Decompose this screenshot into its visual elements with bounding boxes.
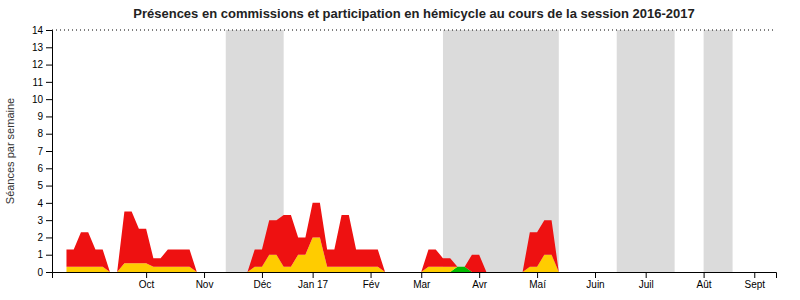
x-tick: Mar [413, 272, 431, 290]
y-tick-mark [46, 220, 52, 221]
y-tick: 13 [32, 42, 52, 53]
x-tick-label: Fév [363, 279, 380, 290]
x-tick-label: Jan 17 [298, 279, 328, 290]
plot-area [66, 30, 754, 272]
x-tick-mark [646, 272, 647, 278]
y-tick: 4 [37, 198, 52, 209]
y-tick-mark [46, 151, 52, 152]
x-tick-mark [313, 272, 314, 278]
x-axis-line [53, 273, 777, 279]
x-tick-label: Aût [697, 279, 712, 290]
y-tick-mark [46, 168, 52, 169]
y-tick-label: 2 [37, 232, 43, 243]
y-tick-mark [46, 272, 52, 273]
x-tick-label: Maí [529, 279, 546, 290]
x-tick: Sept [744, 272, 765, 290]
y-tick: 5 [37, 180, 52, 191]
x-tick-label: Avr [472, 279, 487, 290]
y-tick-label: 10 [32, 94, 44, 105]
y-tick-label: 3 [37, 215, 43, 226]
x-tick-mark [479, 272, 480, 278]
y-tick-label: 4 [37, 198, 43, 209]
y-tick: 11 [33, 77, 52, 88]
x-tick: Jan 17 [298, 272, 328, 290]
x-tick-label: Juil [639, 279, 654, 290]
x-tick-mark [704, 272, 705, 278]
y-tick-mark [46, 203, 52, 204]
y-tick: 2 [37, 232, 52, 243]
y-tick: 8 [37, 128, 52, 139]
x-tick: Aût [697, 272, 712, 290]
x-tick: Fév [363, 272, 380, 290]
x-tick-mark [595, 272, 596, 278]
y-tick-mark [46, 47, 52, 48]
x-tick: Juin [586, 272, 604, 290]
y-tick-label: 0 [37, 267, 43, 278]
y-tick-label: 6 [37, 163, 43, 174]
y-tick: 7 [37, 146, 52, 157]
x-tick-mark [537, 272, 538, 278]
shaded-band [617, 30, 675, 272]
y-tick-mark [46, 116, 52, 117]
y-tick-label: 5 [37, 180, 43, 191]
chart-title: Présences en commissions et participatio… [133, 6, 694, 21]
y-tick-label: 13 [32, 42, 44, 53]
y-tick-label: 8 [37, 128, 43, 139]
y-tick-label: 9 [37, 111, 43, 122]
y-tick-mark [46, 186, 52, 187]
x-tick-label: Nov [196, 279, 214, 290]
y-tick-mark [46, 65, 52, 66]
x-tick-label: Sept [744, 279, 765, 290]
x-tick-label: Déc [254, 279, 272, 290]
y-tick: 1 [37, 249, 52, 260]
y-tick: 0 [37, 267, 52, 278]
x-axis: Oct Nov Déc Jan 17 Fév Mar Avr Maí Juin Juil Aût Se… [53, 272, 777, 290]
x-tick: Nov [196, 272, 214, 290]
y-axis: 01234567891011121314 [32, 25, 53, 278]
y-tick-label: 7 [37, 146, 43, 157]
y-tick: 14 [32, 25, 52, 36]
x-tick: Maí [529, 272, 546, 290]
x-tick: Oct [139, 272, 155, 290]
y-tick: 3 [37, 215, 52, 226]
y-tick-mark [46, 134, 52, 135]
y-tick-label: 12 [32, 59, 44, 70]
y-tick: 12 [32, 59, 52, 70]
chart-container: Oct Nov Déc Jan 17 Fév Mar Avr Maí Juin Juil Aût Se… [0, 0, 800, 300]
y-tick-mark [46, 82, 52, 83]
y-tick: 9 [37, 111, 52, 122]
y-tick-mark [46, 99, 52, 100]
x-tick-mark [371, 272, 372, 278]
y-axis-title: Séances par semaine [4, 98, 16, 204]
reference-lines [52, 30, 776, 31]
y-tick-mark [46, 255, 52, 256]
x-tick-label: Juin [586, 279, 604, 290]
y-tick-label: 11 [33, 77, 44, 88]
x-tick: Juil [639, 272, 654, 290]
y-axis-line [46, 31, 53, 273]
chart-svg: Oct Nov Déc Jan 17 Fév Mar Avr Maí Juin Juil Aût Se… [0, 0, 800, 300]
x-tick-mark [421, 272, 422, 278]
area [66, 203, 754, 272]
x-tick-mark [754, 272, 755, 278]
y-tick-label: 1 [37, 249, 43, 260]
shaded-band [704, 30, 733, 272]
y-tick-label: 14 [32, 25, 44, 36]
x-tick: Avr [472, 272, 487, 290]
x-tick-mark [262, 272, 263, 278]
x-tick-label: Oct [139, 279, 155, 290]
x-tick: Déc [254, 272, 272, 290]
x-tick-mark [204, 272, 205, 278]
y-tick-mark [46, 237, 52, 238]
y-tick: 10 [32, 94, 52, 105]
y-tick: 6 [37, 163, 52, 174]
x-tick-label: Mar [413, 279, 431, 290]
reference-line [52, 30, 776, 31]
y-tick-mark [46, 30, 52, 31]
x-tick-mark [146, 272, 147, 278]
